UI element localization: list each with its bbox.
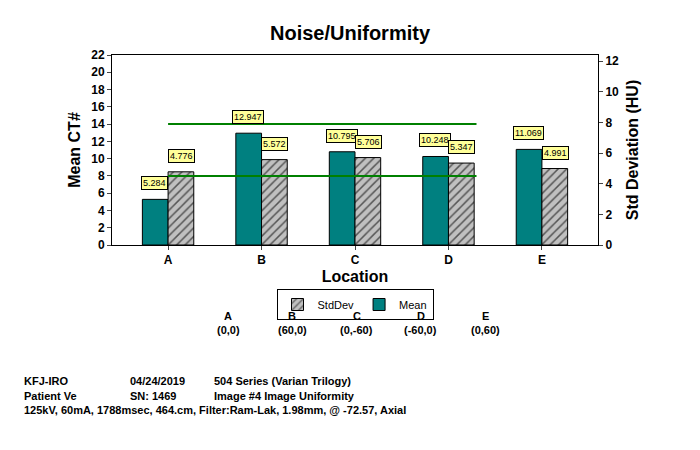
svg-text:12.947: 12.947 xyxy=(234,112,262,122)
svg-text:10.248: 10.248 xyxy=(421,135,449,145)
svg-text:16: 16 xyxy=(91,100,105,114)
svg-text:504 Series (Varian Trilogy): 504 Series (Varian Trilogy) xyxy=(214,375,351,387)
svg-text:C: C xyxy=(351,253,360,267)
svg-text:18: 18 xyxy=(91,83,105,97)
svg-text:4.776: 4.776 xyxy=(170,151,193,161)
svg-text:125kV, 60mA, 1788msec, 464.cm,: 125kV, 60mA, 1788msec, 464.cm, Filter:Ra… xyxy=(24,404,406,416)
svg-text:5.572: 5.572 xyxy=(263,139,286,149)
svg-text:Mean CT#: Mean CT# xyxy=(66,112,83,188)
svg-text:SN: 1469: SN: 1469 xyxy=(130,390,176,402)
svg-text:10: 10 xyxy=(605,85,619,99)
svg-text:12: 12 xyxy=(605,54,619,68)
svg-text:04/24/2019: 04/24/2019 xyxy=(130,375,185,387)
svg-text:D: D xyxy=(444,253,453,267)
svg-text:Std Deviation (HU): Std Deviation (HU) xyxy=(624,80,641,220)
svg-text:B: B xyxy=(257,253,266,267)
svg-text:Noise/Uniformity: Noise/Uniformity xyxy=(270,22,431,44)
svg-text:8: 8 xyxy=(98,169,105,183)
svg-text:E: E xyxy=(482,310,489,322)
svg-text:(60,0): (60,0) xyxy=(278,324,307,336)
svg-text:20: 20 xyxy=(91,65,105,79)
svg-text:C: C xyxy=(353,310,361,322)
svg-text:2: 2 xyxy=(98,221,105,235)
svg-text:8: 8 xyxy=(605,116,612,130)
svg-text:4: 4 xyxy=(98,204,105,218)
svg-text:Mean: Mean xyxy=(399,299,427,311)
svg-text:(0,0): (0,0) xyxy=(217,324,240,336)
svg-text:0: 0 xyxy=(605,238,612,252)
svg-text:StdDev: StdDev xyxy=(318,299,355,311)
svg-text:10.795: 10.795 xyxy=(328,131,356,141)
svg-text:14: 14 xyxy=(91,117,105,131)
svg-text:5.284: 5.284 xyxy=(143,178,166,188)
svg-text:0: 0 xyxy=(98,238,105,252)
svg-text:10: 10 xyxy=(91,152,105,166)
svg-text:Patient Ve: Patient Ve xyxy=(24,390,77,402)
svg-text:E: E xyxy=(538,253,546,267)
svg-text:5.706: 5.706 xyxy=(357,137,380,147)
svg-text:(0,-60): (0,-60) xyxy=(340,324,373,336)
svg-text:5.347: 5.347 xyxy=(450,142,473,152)
svg-text:22: 22 xyxy=(91,48,105,62)
svg-text:6: 6 xyxy=(98,186,105,200)
svg-text:6: 6 xyxy=(605,146,612,160)
svg-text:4.991: 4.991 xyxy=(544,148,567,158)
svg-text:2: 2 xyxy=(605,208,612,222)
svg-text:(0,60): (0,60) xyxy=(471,324,500,336)
svg-text:A: A xyxy=(224,310,232,322)
svg-text:11.069: 11.069 xyxy=(515,128,542,138)
svg-text:Image #4 Image Uniformity: Image #4 Image Uniformity xyxy=(214,390,355,402)
svg-text:A: A xyxy=(164,253,173,267)
svg-text:Location: Location xyxy=(322,268,389,285)
svg-text:D: D xyxy=(417,310,425,322)
svg-text:12: 12 xyxy=(91,135,105,149)
svg-text:B: B xyxy=(288,310,296,322)
svg-text:4: 4 xyxy=(605,177,612,191)
svg-text:(-60,0): (-60,0) xyxy=(404,324,437,336)
svg-text:KFJ-IRO: KFJ-IRO xyxy=(24,375,68,387)
